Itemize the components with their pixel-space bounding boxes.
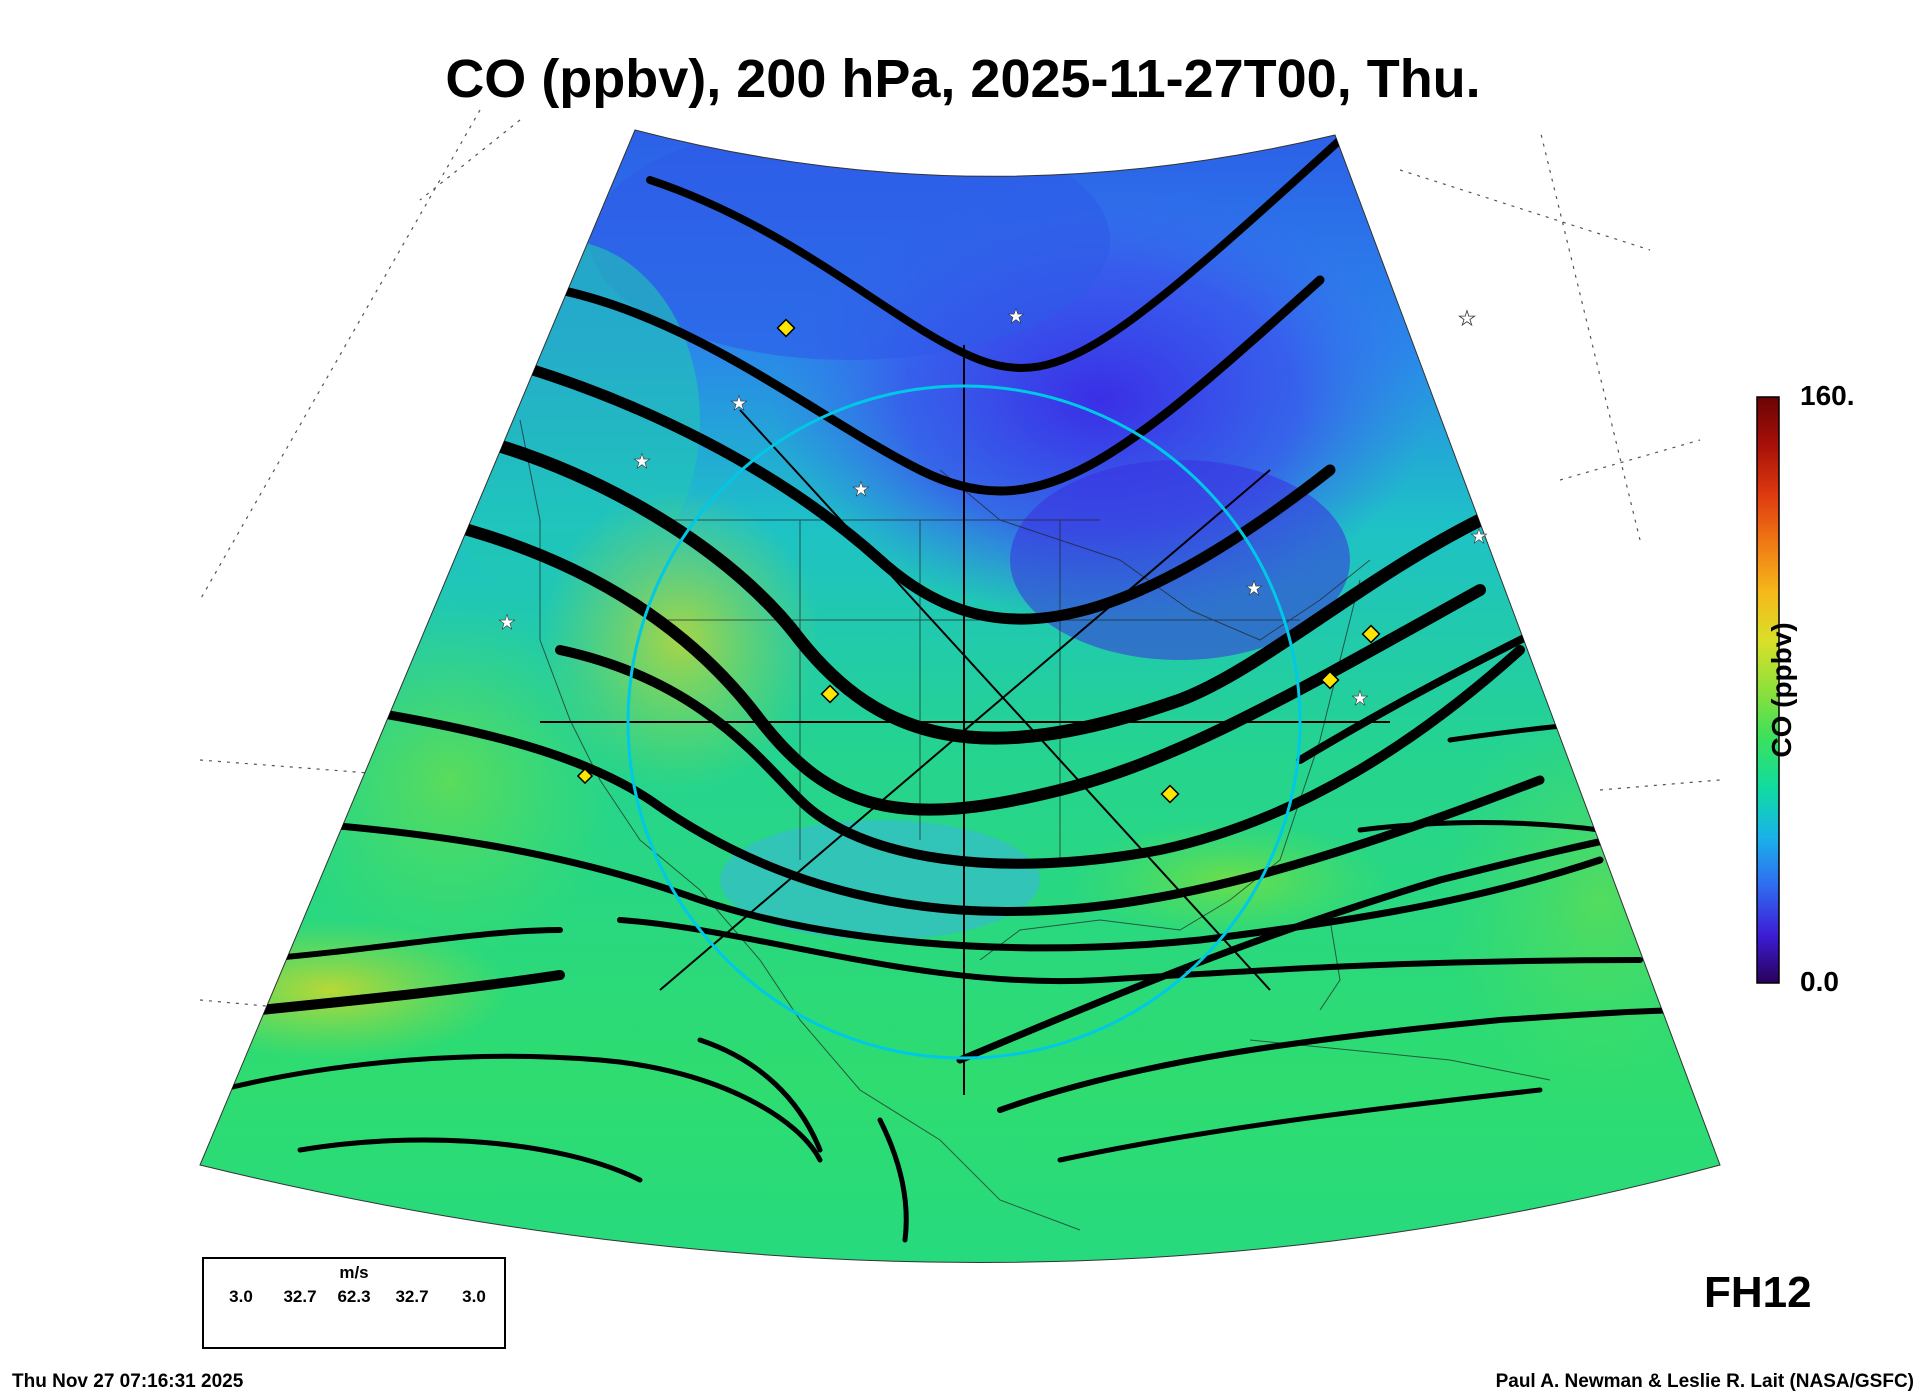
map-border (199, 129, 1721, 1263)
wind-unit-label: m/s (339, 1263, 369, 1282)
colorbar-title: CO (ppbv) (1766, 622, 1797, 758)
wind-streamlines (217, 136, 1703, 1243)
forecast-hour-label: FH12 (1704, 1268, 1812, 1317)
star-marker: ★ (1007, 306, 1025, 328)
star-marker: ★ (633, 451, 651, 473)
chart-title: CO (ppbv), 200 hPa, 2025-11-27T00, Thu. (445, 49, 1481, 109)
wind-speed-label: 3.0 (229, 1287, 253, 1306)
credit-line: Paul A. Newman & Leslie R. Lait (NASA/GS… (1495, 1371, 1914, 1392)
diamond-marker (820, 684, 840, 704)
reference-circle (626, 384, 1302, 1060)
star-marker: ★ (1470, 526, 1488, 548)
diamond-marker (1361, 624, 1381, 644)
colorbar (1756, 396, 1780, 984)
diamond-marker (576, 767, 594, 785)
wind-speed-label: 3.0 (462, 1287, 486, 1306)
reference-crosshair (540, 345, 1390, 1095)
diamond-marker (1320, 670, 1340, 690)
colorbar-min-label: 0.0 (1800, 966, 1839, 997)
star-marker: ★ (852, 479, 870, 501)
star-marker: ★ (1351, 688, 1369, 710)
colorbar-max-label: 160. (1800, 380, 1855, 411)
diamond-marker (776, 318, 796, 338)
wind-speed-label: 32.7 (283, 1287, 317, 1306)
wind-speed-label: 32.7 (395, 1287, 429, 1306)
star-marker: ★ (498, 612, 516, 634)
wind-speed-legend: m/s 3.0 32.7 62.3 32.7 3.0 (202, 1257, 506, 1349)
diamond-marker (1160, 784, 1180, 804)
timestamp: Thu Nov 27 07:16:31 2025 (12, 1371, 244, 1392)
station-markers: ★ ★ ★ ★ ★ ★ ★ ★ ★ (498, 306, 1488, 804)
star-marker: ★ (1458, 308, 1476, 330)
star-marker: ★ (730, 393, 748, 415)
wind-speed-label: 62.3 (337, 1287, 371, 1306)
star-marker: ★ (1245, 578, 1263, 600)
co-field (200, 130, 1720, 1263)
